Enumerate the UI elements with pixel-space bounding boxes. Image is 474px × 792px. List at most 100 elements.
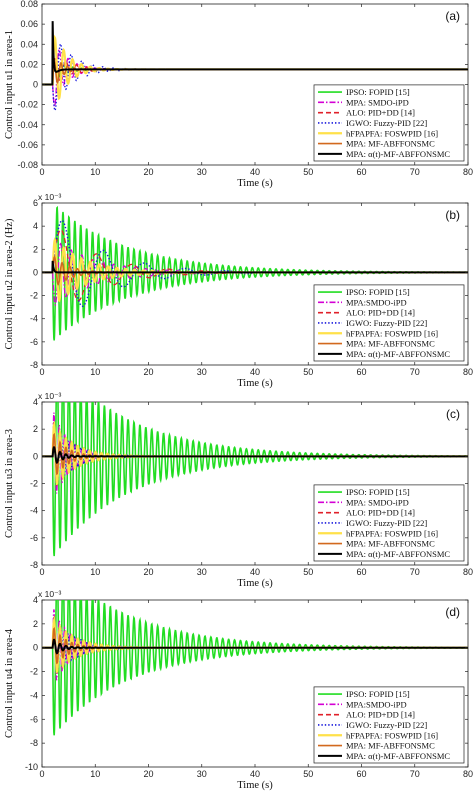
series-group — [42, 402, 468, 557]
x-tick-label: 70 — [410, 167, 420, 177]
x-tick-label: 10 — [90, 367, 100, 377]
legend-entry: hFPAPFA: FOSWPID [16] — [346, 730, 438, 740]
y-tick-label: -0.04 — [17, 120, 38, 130]
y-tick-label: -0.06 — [17, 140, 38, 150]
x-tick-label: 0 — [39, 367, 44, 377]
legend-entry: MPA: SMDO-iPD — [346, 497, 409, 507]
legend-entry: IGWO: Fuzzy-PID [22] — [346, 518, 427, 528]
series-group — [42, 205, 468, 341]
legend-entry: IPSO: FOPID [15] — [346, 287, 410, 297]
x-tick-label: 0 — [39, 567, 44, 577]
y-tick-label: -6 — [30, 533, 38, 543]
y-tick-label: 4 — [33, 595, 38, 605]
y-tick-label: -8 — [30, 360, 38, 370]
y-tick-label: -4 — [30, 690, 38, 700]
x-tick-label: 60 — [356, 567, 366, 577]
y-axis-label: Control input u4 in area-4 — [4, 628, 15, 738]
x-tick-label: 30 — [197, 167, 207, 177]
x-tick-label: 40 — [250, 567, 260, 577]
x-tick-label: 80 — [463, 167, 473, 177]
x-tick-label: 10 — [90, 167, 100, 177]
legend-entry: MPA:SMDO-iPD — [346, 297, 407, 307]
legend-entry: hFPAPFA: FOSWPID [16] — [346, 528, 438, 538]
y-tick-label: -2 — [30, 479, 38, 489]
x-tick-label: 50 — [303, 367, 313, 377]
legend-entry: IGWO: Fuzzy-PID [22] — [346, 720, 427, 730]
x-tick-label: 30 — [197, 769, 207, 779]
y-tick-label: -6 — [30, 714, 38, 724]
x-tick-label: 20 — [143, 167, 153, 177]
y-tick-label: 0 — [33, 267, 38, 277]
legend-entry: MPA:SMDO-iPD — [346, 699, 407, 709]
x-tick-label: 0 — [39, 769, 44, 779]
legend-entry: MPA: α(t)-MF-ABFFONSMC — [346, 349, 450, 359]
x-axis-label: Time (s) — [237, 578, 273, 589]
y-axis-label: Control input u3 in area-3 — [4, 429, 15, 538]
y-tick-label: 2 — [33, 619, 38, 629]
panel-tag: (c) — [446, 407, 460, 421]
y-axis-label: Control input u1 in area-1 — [4, 30, 15, 139]
x-tick-label: 80 — [463, 769, 473, 779]
legend-entry: ALO: PID+DD [14] — [346, 308, 415, 318]
y-multiplier: x 10⁻³ — [38, 391, 62, 401]
x-tick-label: 20 — [143, 769, 153, 779]
y-tick-label: -4 — [30, 314, 38, 324]
series-group — [42, 21, 468, 112]
series-line-7 — [42, 260, 468, 274]
legend-entry: ALO: PID+DD [14] — [346, 508, 415, 518]
y-tick-label: 4 — [33, 221, 38, 231]
x-tick-label: 30 — [197, 367, 207, 377]
panel-2: 0 10 20 30 40 50 60 70 80 -8 -6 -4 -2 0 2 4 6x 10⁻³ Time … — [4, 192, 473, 389]
y-tick-label: 0.06 — [20, 19, 38, 29]
panel-tag: (a) — [445, 9, 460, 23]
x-axis-label: Time (s) — [237, 178, 273, 189]
x-tick-label: 10 — [90, 769, 100, 779]
x-tick-label: 20 — [143, 567, 153, 577]
x-axis-label: Time (s) — [237, 378, 273, 389]
y-tick-label: 0.04 — [20, 39, 38, 49]
series-group — [42, 600, 468, 736]
legend-entry: MPA: MF-ABFFONSMC — [346, 539, 435, 549]
y-tick-label: 0 — [33, 451, 38, 461]
series-line-7 — [42, 446, 468, 464]
legend-entry: MPA: α(t)-MF-ABFFONSMC — [346, 549, 450, 559]
y-tick-label: 2 — [33, 424, 38, 434]
legend-entry: MPA: MF-ABFFONSMC — [346, 741, 435, 751]
x-tick-label: 80 — [463, 567, 473, 577]
y-tick-label: 0.08 — [20, 0, 38, 9]
y-tick-label: -8 — [30, 738, 38, 748]
series-line-7 — [42, 21, 468, 86]
x-axis-label: Time (s) — [237, 780, 273, 791]
x-tick-label: 60 — [356, 167, 366, 177]
y-tick-label: 6 — [33, 198, 38, 208]
x-tick-label: 70 — [410, 769, 420, 779]
y-tick-label: -2 — [30, 291, 38, 301]
y-tick-label: 4 — [33, 397, 38, 407]
x-tick-label: 70 — [410, 367, 420, 377]
y-axis-label: Control input u2 in area-2 (Hz) — [4, 218, 15, 349]
y-tick-label: 2 — [33, 244, 38, 254]
legend-entry: IGWO: Fuzzy-PID [22] — [346, 318, 427, 328]
legend-entry: hFPAPFA: FOSWPID [16] — [346, 128, 438, 138]
x-tick-label: 50 — [303, 567, 313, 577]
x-tick-label: 10 — [90, 567, 100, 577]
x-tick-label: 40 — [250, 769, 260, 779]
x-tick-label: 60 — [356, 769, 366, 779]
legend-entry: MPA: α(t)-MF-ABFFONSMC — [346, 149, 450, 159]
series-line-7 — [42, 638, 468, 655]
panel-3: 0 10 20 30 40 50 60 70 80 -8 -6 -4 -2 0 2 4x 10⁻³ Time (… — [4, 391, 473, 589]
panel-tag: (b) — [445, 208, 460, 222]
legend-entry: MPA: MF-ABFFONSMC — [346, 139, 435, 149]
panel-1: 0 10 20 30 40 50 60 70 80 -0.08 -0.06 -0.04 -0.02 0 0.… — [4, 0, 473, 189]
legend-entry: MPA: SMDO-iPD — [346, 97, 409, 107]
x-tick-label: 80 — [463, 367, 473, 377]
legend-entry: IPSO: FOPID [15] — [346, 87, 410, 97]
legend-entry: MPA: α(t)-MF-ABFFONSMC — [346, 751, 450, 761]
x-tick-label: 60 — [356, 367, 366, 377]
legend-entry: MPA: MF-ABFFONSMC — [346, 339, 435, 349]
